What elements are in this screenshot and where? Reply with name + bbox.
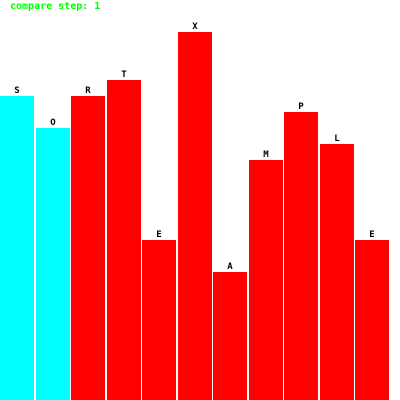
compare-step-label: compare step: 1 xyxy=(10,1,101,12)
bar-label: L xyxy=(334,134,340,144)
bar-p-8 xyxy=(284,112,318,400)
bar-t-3 xyxy=(107,80,141,400)
bar-o-1 xyxy=(36,128,70,400)
bar-label: T xyxy=(121,70,127,80)
bar-label: E xyxy=(156,230,162,240)
bar-e-4 xyxy=(142,240,176,400)
bar-label: E xyxy=(369,230,375,240)
bar-l-9 xyxy=(320,144,354,400)
bar-a-6 xyxy=(213,272,247,400)
bar-e-10 xyxy=(355,240,389,400)
bar-label: S xyxy=(14,86,20,96)
bar-label: M xyxy=(263,150,269,160)
bar-label: R xyxy=(85,86,91,96)
bar-label: O xyxy=(50,118,56,128)
bar-label: A xyxy=(227,262,233,272)
bar-label: P xyxy=(298,102,304,112)
bar-label: X xyxy=(192,22,198,32)
bar-s-0 xyxy=(0,96,34,400)
bar-x-5 xyxy=(178,32,212,400)
bar-r-2 xyxy=(71,96,105,400)
bar-m-7 xyxy=(249,160,283,400)
